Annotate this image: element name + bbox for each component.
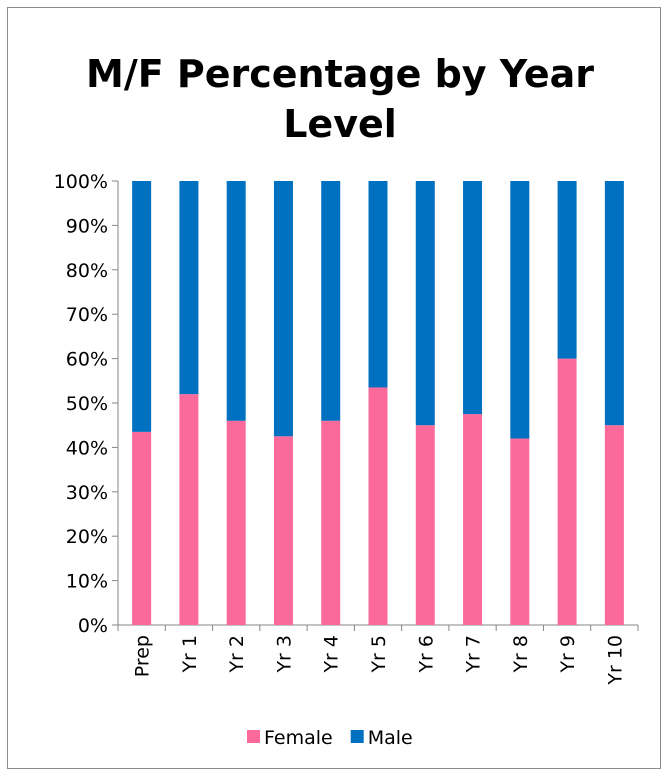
legend-swatch — [247, 730, 260, 743]
bar-segment — [557, 181, 577, 359]
y-tick-label: 30% — [66, 482, 108, 504]
bar-segment — [273, 181, 293, 437]
bar-segment — [510, 181, 530, 439]
legend-swatch — [350, 730, 364, 743]
x-tick-label: Yr 3 — [273, 635, 295, 674]
y-tick-label: 90% — [66, 215, 108, 237]
y-tick-label: 80% — [66, 260, 108, 282]
x-tick-label: Yr 7 — [463, 635, 485, 674]
bar-segment — [132, 431, 152, 625]
bar-segment — [321, 181, 341, 421]
x-tick-label: Yr 4 — [321, 635, 343, 674]
bar-segment — [273, 436, 293, 625]
bar-segment — [604, 181, 624, 426]
x-tick-label: Prep — [132, 635, 154, 677]
bar-segment — [179, 181, 199, 395]
bar-segment — [132, 181, 152, 432]
bar-segment — [510, 438, 530, 625]
bar-segment — [226, 181, 246, 421]
bar-segment — [415, 425, 435, 625]
x-tick-label: Yr 10 — [604, 635, 626, 686]
y-tick-label: 20% — [66, 526, 108, 548]
bar-segment — [463, 181, 483, 415]
x-tick-label: Yr 5 — [368, 635, 390, 674]
y-tick-label: 50% — [66, 393, 108, 415]
y-tick-label: 100% — [54, 171, 108, 193]
x-tick-label: Yr 2 — [226, 635, 248, 674]
bar-segment — [179, 394, 199, 625]
y-tick-label: 60% — [66, 349, 108, 371]
bar-segment — [368, 387, 388, 625]
bar-segment — [463, 414, 483, 625]
legend-label: Male — [368, 727, 413, 749]
bar-segment — [415, 181, 435, 426]
y-tick-label: 10% — [66, 571, 108, 593]
bar-segment — [321, 420, 341, 625]
x-tick-label: Yr 9 — [557, 635, 579, 674]
bar-segment — [557, 358, 577, 625]
bar-segment — [226, 420, 246, 625]
bar-segment — [604, 425, 624, 625]
legend-label: Female — [264, 727, 333, 749]
y-tick-label: 0% — [78, 615, 108, 637]
x-tick-label: Yr 6 — [415, 635, 437, 674]
bar-segment — [368, 181, 388, 388]
y-tick-label: 40% — [66, 437, 108, 459]
y-tick-label: 70% — [66, 304, 108, 326]
x-tick-label: Yr 1 — [179, 635, 201, 674]
x-tick-label: Yr 8 — [510, 635, 532, 674]
chart-title: M/F Percentage by Year Level — [86, 52, 594, 146]
